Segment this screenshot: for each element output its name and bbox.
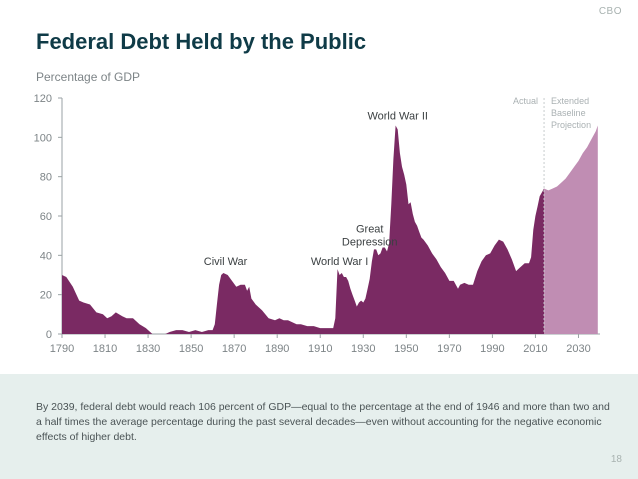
x-tick-label: 2030 (566, 343, 590, 355)
x-tick-label: 1790 (50, 343, 74, 355)
annotation-world-war-i: World War I (311, 256, 368, 268)
x-tick-label: 1850 (179, 343, 203, 355)
y-tick-label: 40 (40, 250, 52, 262)
debt-chart: Percentage of GDP 0 20 40 60 80 100 120 1790 181… (34, 70, 600, 355)
x-tick-label: 1930 (351, 343, 375, 355)
page-title: Federal Debt Held by the Public (36, 29, 367, 54)
projection-label-line: Projection (551, 120, 591, 130)
annotation-great-depression: Great Depression (342, 224, 398, 249)
series-area-extended-baseline-projection (544, 125, 598, 334)
x-tick-label: 1830 (136, 343, 160, 355)
annotation-line: World War II (367, 111, 428, 123)
annotation-world-war-ii: World War II (367, 111, 428, 123)
x-tick-label: 1890 (265, 343, 289, 355)
annotation-civil-war: Civil War (204, 256, 248, 268)
x-tick-label: 1910 (308, 343, 332, 355)
x-tick-label: 1810 (93, 343, 117, 355)
x-tick-label: 1870 (222, 343, 246, 355)
annotation-line: Civil War (204, 256, 248, 268)
actual-label: Actual (513, 96, 538, 106)
y-tick-label: 120 (34, 93, 52, 105)
x-tick-label: 1950 (394, 343, 418, 355)
annotation-line: Depression (342, 237, 398, 249)
y-tick-label: 100 (34, 132, 52, 144)
overlay-group: Actual Extended Baseline Projection Civil Wa… (204, 96, 591, 334)
series-area-actual (62, 125, 544, 334)
annotation-line: World War I (311, 256, 368, 268)
y-tick-label: 0 (46, 329, 52, 341)
caption-text: By 2039, federal debt would reach 106 pe… (36, 401, 610, 443)
projection-label: Extended Baseline Projection (551, 96, 591, 130)
annotation-line: Great (356, 224, 384, 236)
x-tick-label: 2010 (523, 343, 547, 355)
y-tick-label: 60 (40, 211, 52, 223)
footer-panel: By 2039, federal debt would reach 106 pe… (0, 374, 638, 479)
y-axis-label: Percentage of GDP (36, 70, 140, 84)
series-group (62, 125, 598, 334)
x-tick-label: 1990 (480, 343, 504, 355)
projection-label-line: Extended (551, 96, 589, 106)
page-number: 18 (610, 454, 622, 465)
projection-label-line: Baseline (551, 108, 586, 118)
y-tick-label: 80 (40, 172, 52, 184)
x-tick-label: 1970 (437, 343, 461, 355)
y-tick-label: 20 (40, 290, 52, 302)
brand-label: CBO (598, 6, 622, 17)
